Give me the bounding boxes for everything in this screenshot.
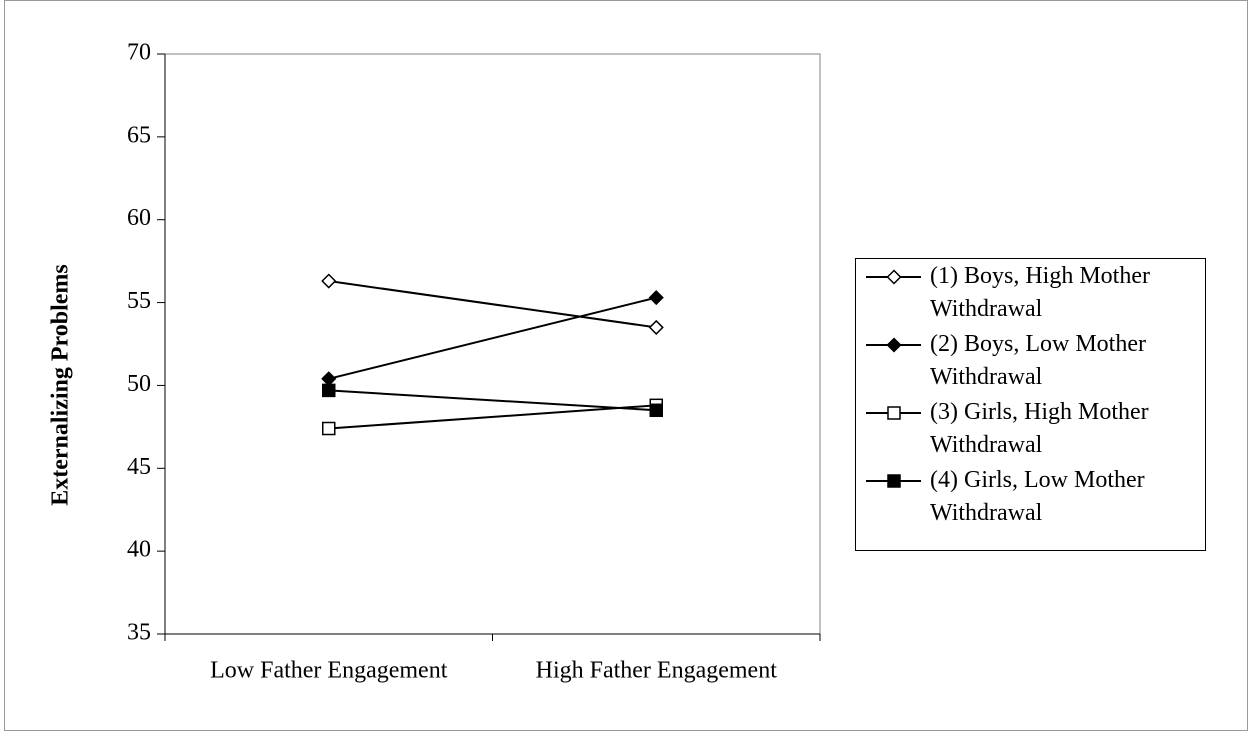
legend-label: (1) Boys, High Mother Withdrawal bbox=[930, 263, 1150, 322]
legend-marker bbox=[886, 337, 902, 353]
legend-marker bbox=[886, 269, 902, 285]
legend-marker bbox=[887, 406, 901, 420]
marker bbox=[648, 319, 664, 335]
y-tick-label: 35 bbox=[127, 620, 151, 646]
legend-swatch bbox=[886, 269, 902, 285]
legend-label: (4) Girls, Low Mother Withdrawal bbox=[930, 467, 1145, 526]
legend-box bbox=[855, 258, 1206, 551]
y-tick-label: 65 bbox=[127, 122, 151, 148]
y-tick-label: 55 bbox=[127, 288, 151, 314]
legend-swatch bbox=[887, 474, 901, 488]
series-line bbox=[328, 404, 657, 430]
marker bbox=[648, 290, 664, 306]
marker bbox=[322, 383, 336, 398]
x-tick-label: High Father Engagement bbox=[536, 658, 778, 684]
y-tick-label: 70 bbox=[127, 40, 151, 66]
series-line bbox=[328, 296, 657, 380]
y-tick-label: 60 bbox=[127, 205, 151, 231]
y-axis-title: Externalizing Problems bbox=[48, 264, 74, 506]
legend-label: (3) Girls, High Mother Withdrawal bbox=[930, 399, 1149, 458]
marker bbox=[649, 403, 663, 418]
y-tick-label: 50 bbox=[127, 371, 151, 397]
marker bbox=[322, 421, 336, 436]
y-tick-label: 45 bbox=[127, 454, 151, 480]
series-line bbox=[328, 389, 657, 412]
x-tick-label: Low Father Engagement bbox=[210, 658, 448, 684]
legend-label: (2) Boys, Low Mother Withdrawal bbox=[930, 331, 1146, 390]
y-tick-label: 40 bbox=[127, 537, 151, 563]
plot-area bbox=[164, 53, 821, 635]
series-line bbox=[328, 280, 657, 329]
legend-swatch bbox=[886, 337, 902, 353]
legend-marker bbox=[887, 474, 901, 488]
marker bbox=[321, 273, 337, 289]
legend-swatch bbox=[887, 406, 901, 420]
